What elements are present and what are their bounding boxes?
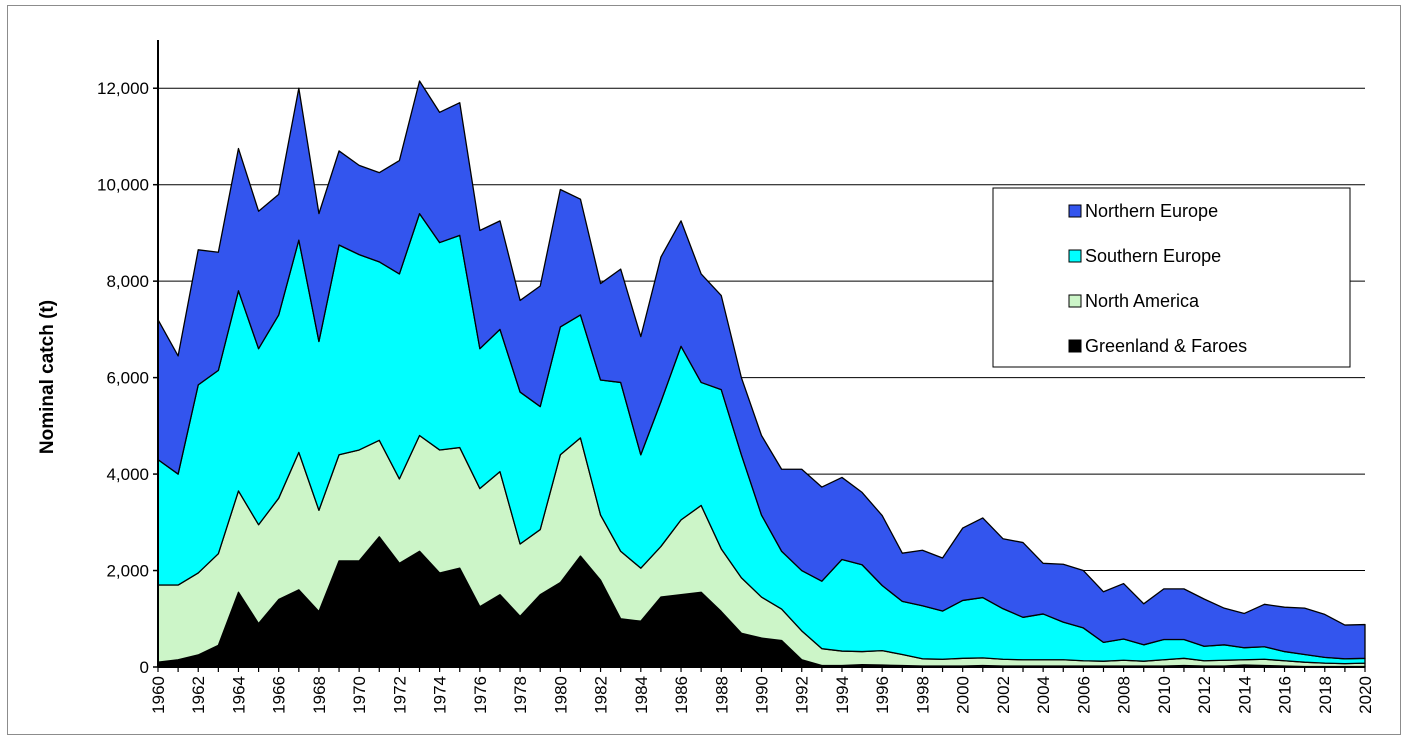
- area-series: [157, 80, 1366, 668]
- x-tick-label: 2010: [1155, 676, 1174, 714]
- x-tick-label: 2004: [1034, 676, 1053, 714]
- x-tick-label: 2018: [1316, 676, 1335, 714]
- legend-label-greenland-faroes: Greenland & Faroes: [1085, 336, 1247, 356]
- x-tick-label: 2000: [954, 676, 973, 714]
- legend: Northern Europe Southern Europe North Amer…: [992, 187, 1351, 368]
- x-tick-label: 1988: [712, 676, 731, 714]
- y-tick-label: 4,000: [106, 465, 149, 484]
- legend-swatch-north-america: [1068, 294, 1082, 308]
- x-tick-label: 1964: [229, 676, 248, 714]
- y-axis-label: Nominal catch (t): [37, 300, 58, 454]
- x-tick-label: 1960: [149, 676, 168, 714]
- x-tick-label: 1974: [431, 676, 450, 714]
- chart-frame: [7, 5, 1401, 735]
- x-tick-label: 1984: [632, 676, 651, 714]
- x-tick-label: 2008: [1115, 676, 1134, 714]
- x-tick-label: 1978: [511, 676, 530, 714]
- x-tick-labels: 1960 1962 1964 1966 1968 1970 1972 1974 1976 1978…: [149, 676, 1375, 714]
- x-tick-label: 2002: [994, 676, 1013, 714]
- x-tick-label: 2020: [1356, 676, 1375, 714]
- legend-label-northern-europe: Northern Europe: [1085, 201, 1218, 221]
- y-tick-label: 12,000: [97, 79, 149, 98]
- legend-swatch-greenland-faroes: [1068, 339, 1082, 353]
- x-tick-label: 1994: [833, 676, 852, 714]
- x-tick-label: 2012: [1195, 676, 1214, 714]
- x-tick-label: 1972: [390, 676, 409, 714]
- legend-swatch-southern-europe: [1068, 249, 1082, 263]
- y-tick-labels: 0 2,000 4,000 6,000 8,000 10,000 12,000: [97, 79, 149, 677]
- area-northern-europe: [157, 80, 1366, 660]
- y-tick-label: 10,000: [97, 176, 149, 195]
- x-tick-label: 1980: [551, 676, 570, 714]
- x-tick-label: 1970: [350, 676, 369, 714]
- y-tick-label: 0: [140, 658, 149, 677]
- x-tick-label: 1966: [270, 676, 289, 714]
- x-tick-label: 1962: [189, 676, 208, 714]
- y-tick-label: 8,000: [106, 272, 149, 291]
- x-tick-label: 1976: [471, 676, 490, 714]
- x-tick-label: 1986: [672, 676, 691, 714]
- axes: [153, 40, 1366, 672]
- legend-box: [992, 187, 1351, 368]
- y-tick-label: 2,000: [106, 562, 149, 581]
- x-tick-label: 2014: [1235, 676, 1254, 714]
- legend-label-southern-europe: Southern Europe: [1085, 246, 1221, 266]
- legend-label-north-america: North America: [1085, 291, 1200, 311]
- y-tick-label: 6,000: [106, 369, 149, 388]
- x-tick-label: 1996: [873, 676, 892, 714]
- x-tick-label: 1992: [793, 676, 812, 714]
- x-tick-label: 1998: [913, 676, 932, 714]
- x-tick-label: 1982: [592, 676, 611, 714]
- x-tick-label: 2016: [1276, 676, 1295, 714]
- legend-swatch-northern-europe: [1068, 204, 1082, 218]
- x-tick-label: 1990: [753, 676, 772, 714]
- x-tick-label: 2006: [1074, 676, 1093, 714]
- x-tick-label: 1968: [310, 676, 329, 714]
